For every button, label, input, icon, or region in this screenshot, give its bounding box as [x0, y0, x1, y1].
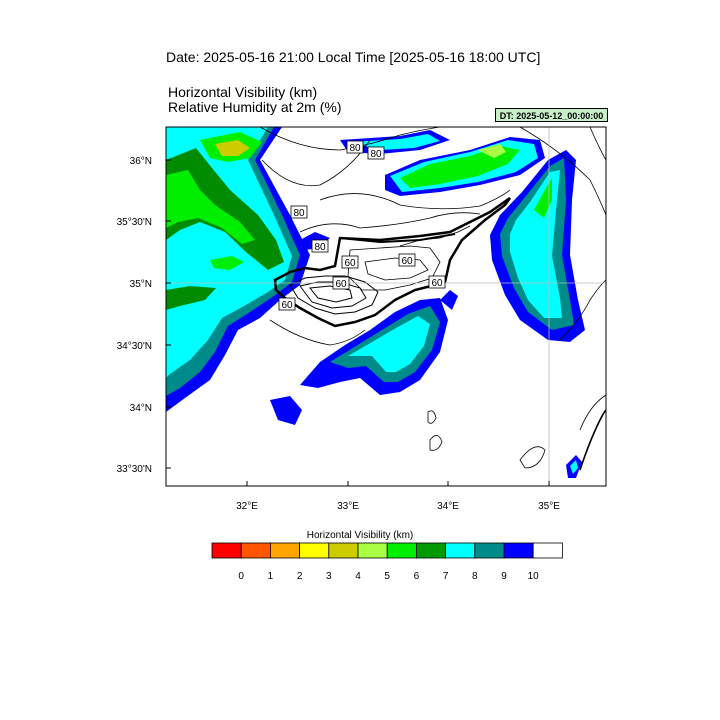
contour-label: 80 — [311, 239, 329, 253]
lon-tick-label: 35°E — [538, 501, 560, 512]
lat-tick-label: 35°N — [130, 279, 152, 290]
legend-swatch — [269, 542, 300, 559]
svg-text:60: 60 — [431, 278, 443, 289]
svg-text:60: 60 — [335, 279, 347, 290]
field-title-visibility: Horizontal Visibility (km) — [168, 84, 318, 100]
lon-tick-label: 34°E — [437, 501, 459, 512]
lat-tick-label: 34°N — [130, 403, 152, 414]
lat-tick-label: 34°30'N — [117, 341, 152, 352]
svg-text:60: 60 — [344, 258, 356, 269]
contour-label: 80 — [346, 140, 364, 154]
lon-tick-label: 32°E — [236, 501, 258, 512]
legend-tick-label: 6 — [414, 571, 420, 582]
date-title: Date: 2025-05-16 21:00 Local Time [2025-… — [166, 49, 541, 65]
svg-text:80: 80 — [314, 242, 326, 253]
lat-tick-label: 33°30'N — [117, 464, 152, 475]
svg-text:60: 60 — [281, 300, 293, 311]
visibility-band-south — [270, 232, 582, 478]
svg-text:80: 80 — [293, 208, 305, 219]
lon-tick-label: 33°E — [337, 501, 359, 512]
legend-colorbar: 0 1 2 3 4 5 6 7 8 9 10 — [211, 542, 563, 582]
legend-tick-label: 9 — [501, 571, 507, 582]
legend-swatch — [503, 542, 534, 559]
dt-badge: DT: 2025-05-12_00:00:00 — [495, 108, 608, 122]
humidity-contours — [259, 127, 606, 471]
legend-tick-label: 4 — [355, 571, 361, 582]
legend-tick-label: 2 — [297, 571, 303, 582]
contour-label: 60 — [398, 253, 416, 267]
legend-tick-label: 0 — [238, 571, 244, 582]
legend-swatch — [299, 542, 330, 559]
longitude-axis: 32°E 33°E 34°E 35°E — [236, 481, 560, 512]
legend-tick-label: 10 — [528, 571, 540, 582]
legend-swatch — [386, 542, 417, 559]
svg-text:80: 80 — [349, 143, 361, 154]
contour-label: 80 — [367, 146, 385, 160]
contour-label: 60 — [278, 297, 296, 311]
map-frame — [165, 126, 607, 487]
contour-label: 60 — [341, 255, 359, 269]
legend-tick-label: 3 — [326, 571, 332, 582]
legend-tick-label: 8 — [472, 571, 478, 582]
legend-swatch — [415, 542, 446, 559]
legend-swatch — [211, 542, 242, 559]
legend-swatch — [357, 542, 388, 559]
cyprus-outline — [273, 196, 512, 328]
map-area — [166, 127, 606, 486]
lat-tick-label: 35°30'N — [117, 217, 152, 228]
legend-tick-label: 1 — [268, 571, 274, 582]
legend-tick-label: 5 — [384, 571, 390, 582]
visibility-band-north — [340, 130, 545, 196]
field-title-humidity: Relative Humidity at 2m (%) — [168, 99, 342, 115]
contour-label: 60 — [332, 276, 350, 290]
contour-labels: 80 80 80 80 60 60 60 60 60 — [278, 140, 446, 311]
svg-text:80: 80 — [370, 149, 382, 160]
latitude-axis: 36°N 35°30'N 35°N 34°30'N 34°N 33°30'N — [117, 156, 171, 475]
legend-swatch — [328, 542, 359, 559]
legend-swatch — [474, 542, 505, 559]
visibility-band-west — [166, 127, 310, 412]
contour-label: 60 — [428, 275, 446, 289]
legend-tick-label: 7 — [443, 571, 449, 582]
legend-swatch — [445, 542, 476, 559]
svg-text:60: 60 — [401, 256, 413, 267]
lat-tick-label: 36°N — [130, 156, 152, 167]
legend-swatch — [240, 542, 271, 559]
legend-swatch — [532, 542, 563, 559]
legend-title: Horizontal Visibility (km) — [306, 530, 414, 541]
contour-label: 80 — [290, 205, 308, 219]
